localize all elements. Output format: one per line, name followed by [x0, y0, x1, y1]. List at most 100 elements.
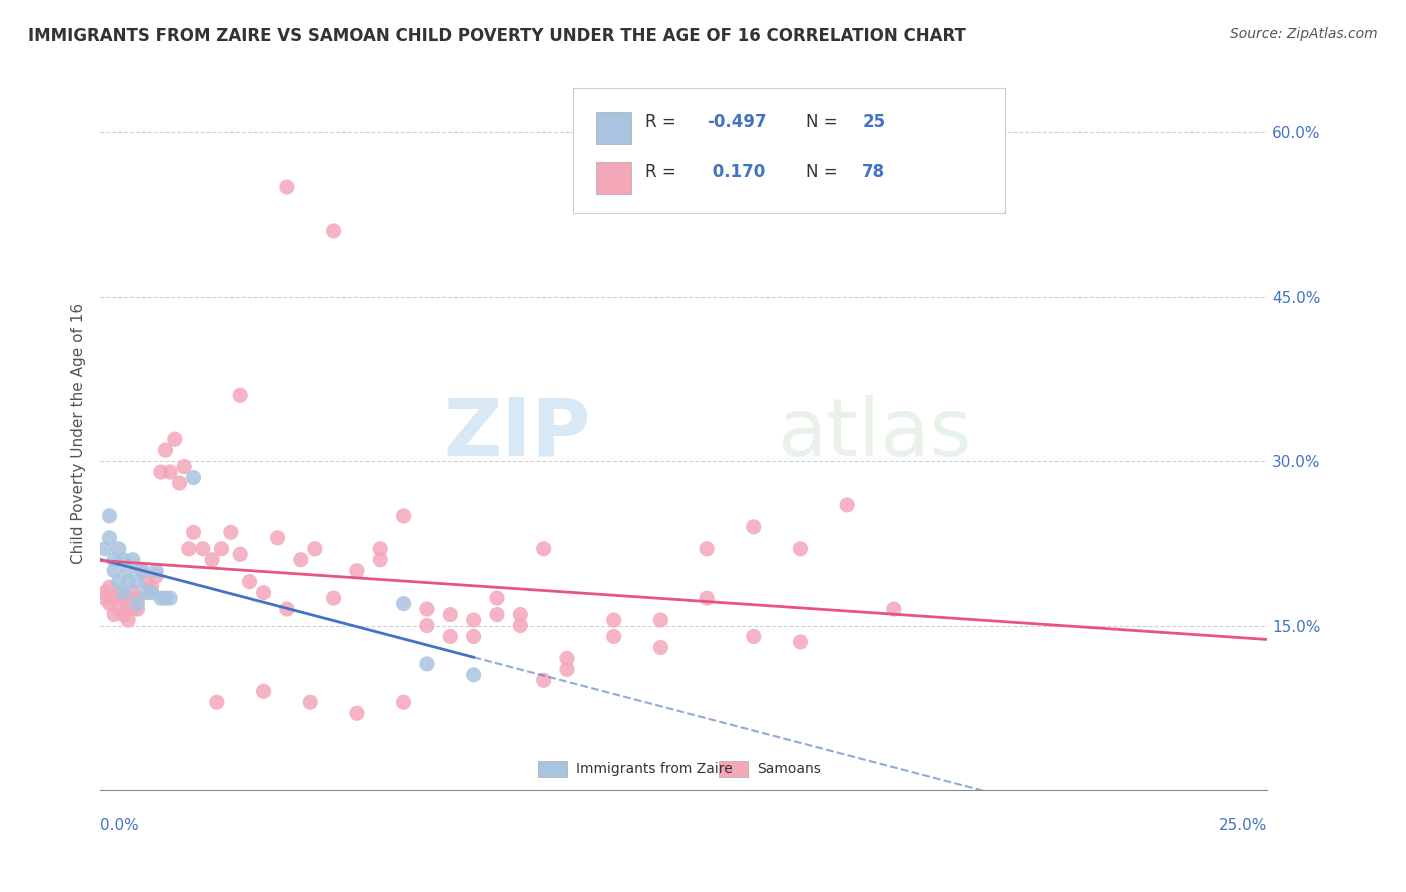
Text: Immigrants from Zaire: Immigrants from Zaire: [576, 763, 733, 776]
Point: [159, 591, 181, 606]
Y-axis label: Child Poverty Under the Age of 16: Child Poverty Under the Age of 16: [72, 303, 86, 565]
Point: [127, 602, 149, 616]
Point: [103, 564, 125, 578]
Point: [163, 432, 186, 446]
Point: [117, 574, 139, 589]
Point: [205, 695, 228, 709]
Point: [299, 695, 322, 709]
Point: [201, 553, 224, 567]
Point: [252, 684, 274, 698]
Point: [103, 607, 125, 622]
Point: [602, 630, 624, 644]
Point: [509, 618, 531, 632]
Point: [238, 574, 260, 589]
Point: [392, 597, 415, 611]
Point: [159, 465, 181, 479]
Point: [439, 607, 461, 622]
Point: [107, 602, 129, 616]
Point: [155, 591, 177, 606]
Point: [211, 541, 233, 556]
Point: [463, 613, 485, 627]
Text: R =: R =: [645, 113, 682, 131]
Point: [121, 585, 143, 599]
Point: [155, 443, 177, 458]
Text: IMMIGRANTS FROM ZAIRE VS SAMOAN CHILD POVERTY UNDER THE AGE OF 16 CORRELATION CH: IMMIGRANTS FROM ZAIRE VS SAMOAN CHILD PO…: [28, 27, 966, 45]
Point: [252, 585, 274, 599]
Text: N =: N =: [806, 163, 844, 181]
Text: Samoans: Samoans: [758, 763, 821, 776]
Point: [94, 585, 117, 599]
Point: [485, 591, 508, 606]
Point: [112, 591, 135, 606]
Point: [439, 630, 461, 644]
Point: [416, 618, 439, 632]
Point: [131, 564, 153, 578]
Point: [322, 224, 344, 238]
Point: [555, 651, 578, 665]
Point: [177, 541, 200, 556]
Point: [650, 613, 672, 627]
Point: [112, 585, 135, 599]
Point: [141, 580, 163, 594]
Text: 25.0%: 25.0%: [1219, 819, 1267, 833]
Point: [533, 673, 555, 688]
Point: [696, 591, 718, 606]
FancyBboxPatch shape: [718, 762, 748, 777]
Point: [112, 553, 135, 567]
Point: [789, 541, 811, 556]
Point: [121, 553, 143, 567]
Point: [149, 465, 172, 479]
Point: [107, 541, 129, 556]
Point: [135, 585, 157, 599]
Point: [509, 607, 531, 622]
Text: atlas: atlas: [778, 394, 972, 473]
Point: [229, 388, 252, 402]
Point: [173, 459, 195, 474]
Point: [346, 706, 368, 721]
FancyBboxPatch shape: [596, 112, 631, 144]
Point: [183, 470, 205, 484]
Point: [141, 585, 163, 599]
Point: [416, 657, 439, 671]
Point: [131, 564, 153, 578]
Point: [112, 607, 135, 622]
Text: 25: 25: [862, 113, 886, 131]
Text: N =: N =: [806, 113, 844, 131]
Point: [416, 602, 439, 616]
Point: [533, 541, 555, 556]
Point: [191, 541, 214, 556]
Point: [121, 602, 143, 616]
Point: [149, 591, 172, 606]
Point: [117, 613, 139, 627]
FancyBboxPatch shape: [572, 88, 1005, 213]
Text: 78: 78: [862, 163, 886, 181]
Point: [266, 531, 288, 545]
Point: [94, 541, 117, 556]
Point: [304, 541, 326, 556]
Point: [98, 580, 121, 594]
Point: [346, 564, 368, 578]
Point: [145, 564, 167, 578]
Point: [107, 585, 129, 599]
Point: [789, 635, 811, 649]
Point: [696, 541, 718, 556]
Text: 0.0%: 0.0%: [100, 819, 139, 833]
Text: 0.170: 0.170: [707, 163, 765, 181]
Point: [127, 597, 149, 611]
Point: [322, 591, 344, 606]
Point: [103, 553, 125, 567]
Point: [555, 662, 578, 676]
Point: [463, 630, 485, 644]
Text: R =: R =: [645, 163, 682, 181]
Point: [368, 553, 391, 567]
Point: [883, 602, 905, 616]
Point: [392, 695, 415, 709]
Point: [290, 553, 312, 567]
Point: [145, 569, 167, 583]
Point: [276, 180, 298, 194]
Point: [103, 591, 125, 606]
Text: -0.497: -0.497: [707, 113, 766, 131]
Text: Source: ZipAtlas.com: Source: ZipAtlas.com: [1230, 27, 1378, 41]
Point: [837, 498, 859, 512]
Point: [650, 640, 672, 655]
